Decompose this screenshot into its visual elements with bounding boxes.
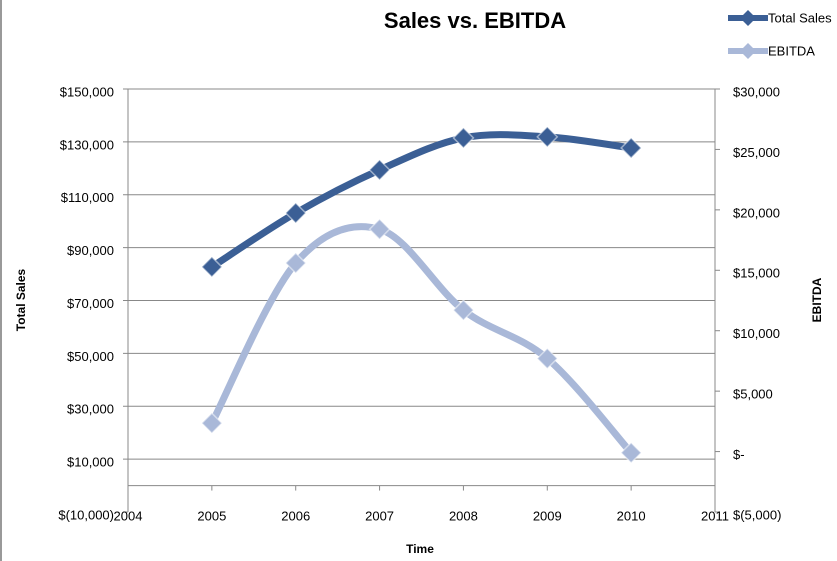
legend-marker (740, 10, 756, 26)
legend-marker (740, 43, 756, 59)
y2-axis-title: EBITDA (810, 277, 824, 322)
x-tick-label: 2008 (449, 508, 478, 523)
y-tick-label: $(10,000) (58, 507, 114, 522)
y2-tick-label: $25,000 (733, 145, 780, 160)
y2-tick-label: $5,000 (733, 387, 773, 402)
x-tick-label: 2011 (701, 508, 729, 523)
x-tick-label: 2010 (617, 508, 646, 523)
point-marker (620, 136, 643, 160)
y-tick-label: $110,000 (61, 190, 114, 205)
y-tick-label: $130,000 (60, 137, 114, 152)
point-marker (200, 412, 223, 435)
y-tick-label: $10,000 (67, 455, 114, 470)
y-tick-label: $150,000 (60, 84, 114, 99)
x-tick-label: 2005 (197, 508, 226, 523)
point-marker (200, 255, 223, 278)
y-tick-label: $30,000 (67, 402, 114, 417)
point-marker (368, 218, 391, 241)
point-marker (452, 126, 475, 149)
y-tick-label: $50,000 (67, 349, 114, 364)
y-tick-label: $70,000 (67, 296, 114, 311)
point-marker (284, 251, 307, 275)
series-line (208, 223, 635, 457)
y2-tick-label: $30,000 (733, 84, 780, 99)
point-marker (284, 201, 307, 225)
y-axis-title: Total Sales (14, 268, 28, 331)
point-marker (452, 299, 475, 322)
point-marker (368, 158, 391, 181)
y-tick-label: $90,000 (67, 243, 114, 258)
x-tick-label: 2007 (365, 508, 394, 523)
point-marker (536, 347, 559, 370)
x-tick-label: 2004 (114, 508, 143, 523)
y2-tick-label: $(5,000) (733, 507, 781, 522)
y2-tick-label: $- (733, 447, 745, 462)
point-marker (536, 125, 559, 148)
y2-tick-label: $15,000 (733, 266, 780, 281)
chart-title: Sales vs. EBITDA (384, 8, 566, 33)
point-marker (620, 441, 643, 464)
x-tick-label: 2009 (533, 508, 562, 523)
legend-label: EBITDA (768, 43, 815, 58)
x-tick-label: 2006 (281, 508, 310, 523)
y2-tick-label: $20,000 (733, 205, 780, 220)
legend-label: Total Sales (768, 10, 832, 25)
x-axis-title: Time (406, 542, 434, 556)
y2-tick-label: $10,000 (733, 326, 780, 341)
